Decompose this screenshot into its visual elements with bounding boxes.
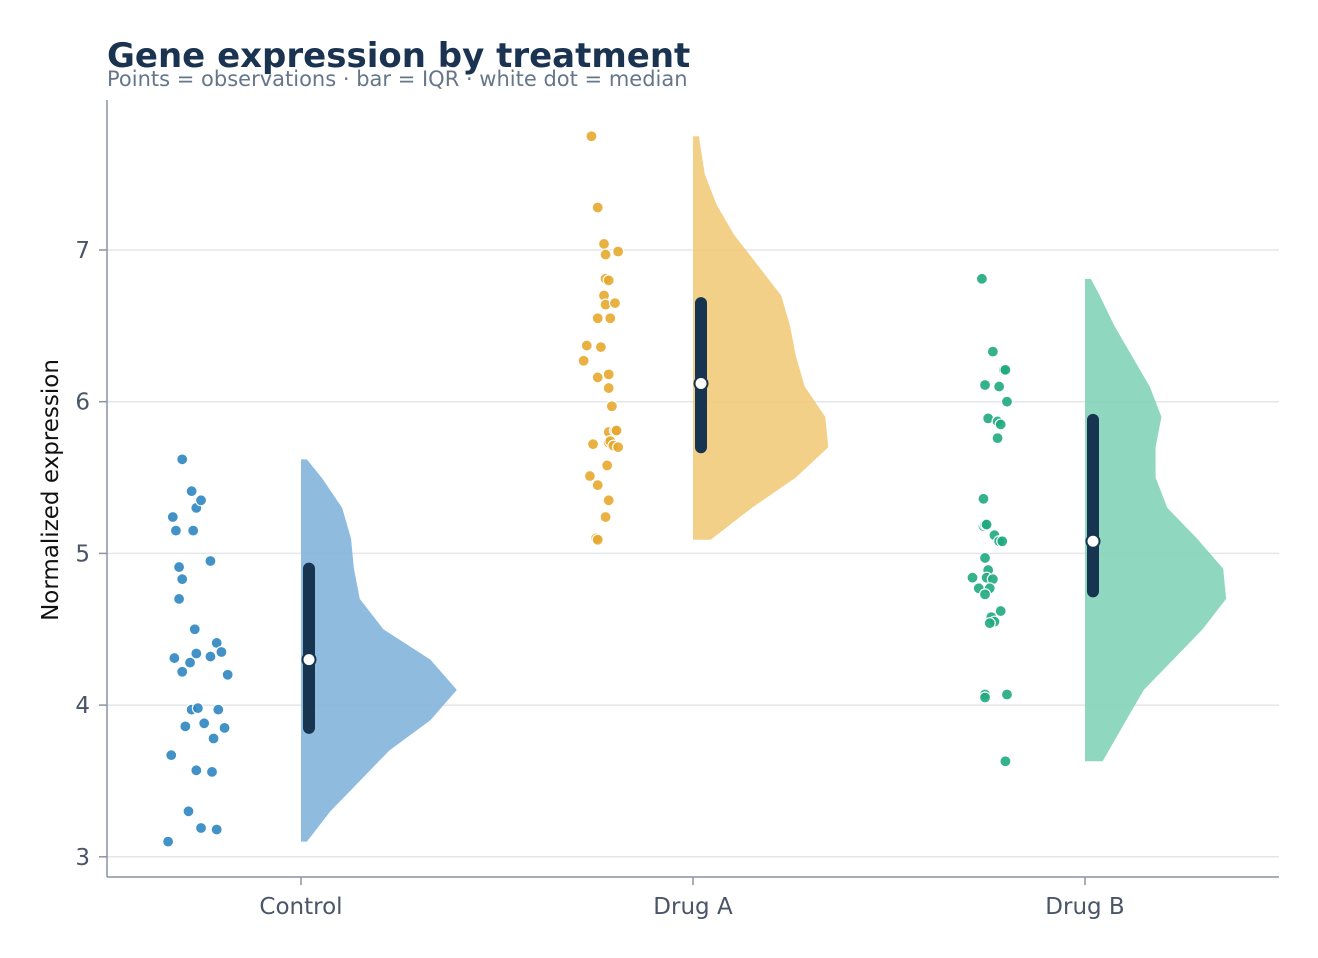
observation-point bbox=[602, 381, 615, 395]
median-dot bbox=[301, 652, 317, 668]
axes: 3 4 5 6 7 Control Drug A Drug B bbox=[75, 100, 1279, 920]
observation-point bbox=[986, 345, 999, 358]
observation-point bbox=[994, 604, 1007, 618]
observation-point bbox=[204, 554, 217, 568]
y-tick-label: 7 bbox=[75, 238, 90, 264]
observation-point bbox=[205, 765, 219, 778]
observation-point bbox=[999, 363, 1012, 376]
observation-point bbox=[179, 720, 192, 733]
observation-point bbox=[183, 656, 197, 669]
observation-point bbox=[583, 469, 596, 483]
density-clouds bbox=[301, 136, 1227, 842]
observation-point bbox=[176, 665, 189, 678]
observation-point bbox=[980, 518, 993, 531]
observation-point bbox=[612, 245, 625, 258]
observation-point bbox=[162, 835, 175, 848]
observation-point bbox=[185, 485, 198, 498]
observation-point bbox=[602, 274, 615, 287]
observation-point bbox=[999, 755, 1012, 768]
observation-point bbox=[176, 453, 189, 466]
observation-point bbox=[605, 400, 618, 413]
density-cloud-drug-b bbox=[1085, 278, 1227, 762]
observation-points bbox=[162, 130, 1014, 848]
observation-point bbox=[1000, 688, 1014, 701]
observation-point bbox=[594, 340, 607, 354]
observation-point bbox=[194, 821, 208, 835]
y-tick-label: 3 bbox=[75, 845, 90, 871]
y-tick-label: 5 bbox=[75, 541, 90, 567]
x-tick-label: Drug A bbox=[653, 894, 733, 920]
density-cloud-control bbox=[301, 459, 457, 842]
x-tick-label: Drug B bbox=[1045, 894, 1124, 920]
median-dot bbox=[693, 375, 709, 391]
observation-point bbox=[591, 201, 604, 214]
observation-point bbox=[610, 424, 623, 437]
observation-point bbox=[978, 551, 992, 565]
observation-point bbox=[585, 130, 598, 143]
observation-point bbox=[601, 459, 614, 472]
observation-point bbox=[169, 524, 183, 537]
observation-point bbox=[1000, 395, 1014, 408]
chart-title: Gene expression by treatment bbox=[107, 36, 690, 76]
y-tick-label: 6 bbox=[75, 390, 90, 416]
observation-point bbox=[602, 368, 615, 381]
observation-point bbox=[586, 438, 600, 451]
observation-point bbox=[187, 524, 200, 537]
observation-point bbox=[176, 573, 189, 586]
observation-point bbox=[591, 479, 604, 492]
observation-point bbox=[168, 651, 181, 665]
observation-point bbox=[166, 510, 179, 524]
observation-point bbox=[198, 717, 211, 730]
observation-point bbox=[194, 494, 208, 507]
observation-point bbox=[190, 764, 203, 777]
observation-point bbox=[191, 702, 204, 715]
observation-point bbox=[165, 749, 178, 762]
observation-point bbox=[991, 432, 1004, 445]
observation-point bbox=[207, 732, 220, 745]
observation-point bbox=[188, 623, 201, 636]
observation-point bbox=[983, 617, 996, 630]
observation-point bbox=[190, 647, 203, 660]
observation-point bbox=[577, 354, 590, 367]
x-tick-label: Control bbox=[259, 894, 342, 920]
observation-point bbox=[994, 418, 1007, 431]
observation-point bbox=[580, 339, 593, 352]
observation-point bbox=[599, 510, 612, 524]
observation-point bbox=[218, 721, 231, 734]
observation-point bbox=[604, 312, 617, 325]
observation-point bbox=[978, 691, 992, 704]
observation-point bbox=[215, 645, 228, 659]
observation-point bbox=[210, 823, 223, 836]
observation-point bbox=[599, 248, 612, 261]
observation-point bbox=[212, 703, 225, 716]
observation-point bbox=[978, 588, 992, 601]
observation-point bbox=[996, 535, 1009, 548]
observation-point bbox=[591, 312, 604, 325]
observation-point bbox=[977, 492, 990, 505]
observation-point bbox=[608, 296, 622, 310]
observation-point bbox=[182, 805, 195, 818]
observation-point bbox=[993, 380, 1006, 393]
observation-point bbox=[978, 378, 992, 392]
observation-point bbox=[975, 272, 988, 285]
y-axis-label: Normalized expression bbox=[38, 359, 64, 621]
median-dot bbox=[1085, 533, 1101, 549]
observation-point bbox=[204, 650, 217, 663]
observation-point bbox=[966, 571, 979, 584]
y-tick-label: 4 bbox=[75, 693, 90, 719]
observation-point bbox=[612, 441, 625, 454]
iqr-bars bbox=[301, 297, 1101, 734]
observation-point bbox=[591, 371, 604, 384]
observation-point bbox=[591, 533, 604, 546]
chart-subtitle: Points = observations · bar = IQR · whit… bbox=[107, 67, 688, 91]
density-cloud-drug-a bbox=[693, 136, 829, 540]
observation-point bbox=[602, 494, 615, 507]
observation-point bbox=[172, 560, 186, 574]
observation-point bbox=[597, 237, 611, 251]
observation-point bbox=[221, 668, 234, 681]
observation-point bbox=[172, 592, 186, 606]
